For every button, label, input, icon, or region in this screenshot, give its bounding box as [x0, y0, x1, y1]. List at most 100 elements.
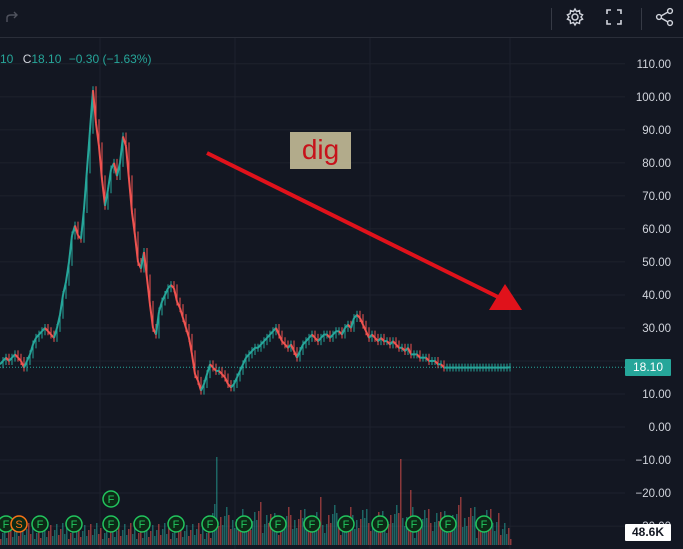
price-tick-label: 0.00	[649, 422, 671, 434]
candle-body	[35, 333, 40, 339]
volume-bar	[132, 534, 134, 545]
fullscreen-button[interactable]	[603, 8, 625, 30]
price-tick-label: 110.00	[637, 59, 671, 71]
candle-body	[362, 324, 367, 332]
volume-bar	[156, 530, 158, 545]
candle-body	[80, 208, 85, 239]
volume-bar	[76, 532, 78, 545]
event-marker-label: F	[309, 519, 316, 531]
volume-bar	[8, 532, 10, 545]
volume-bar	[488, 518, 490, 545]
volume-bar	[84, 525, 86, 545]
volume-bar	[48, 531, 50, 545]
event-marker	[65, 515, 83, 533]
ohlc-legend: 10 C18.10 −0.30 (−1.63%)	[0, 52, 151, 66]
annotation-text-box[interactable]: dig	[290, 132, 351, 169]
volume-bar	[234, 528, 236, 545]
redo-arrow-icon[interactable]	[4, 10, 20, 26]
price-axis: 110.00 100.00 90.00 80.00 70.00 60.00 50.00 40.…	[636, 59, 672, 533]
volume-bar	[118, 525, 120, 545]
candle-body	[101, 179, 106, 206]
candle-body	[146, 278, 151, 305]
volume-bar	[376, 521, 378, 545]
volume-bar	[322, 525, 324, 545]
volume-bar	[164, 523, 166, 545]
volume-bar	[354, 529, 356, 545]
volume-bar	[112, 526, 114, 545]
volume-bar	[272, 522, 274, 545]
volume-bar	[414, 538, 416, 545]
volume-bar	[22, 524, 24, 545]
volume-bar	[136, 539, 138, 545]
arrow-shaft	[206, 151, 501, 300]
price-chart[interactable]: 110.00100.0090.0080.0070.0060.0050.0040.…	[0, 38, 683, 549]
toolbar-divider	[551, 8, 552, 30]
price-tick-label: 90.00	[642, 125, 671, 137]
volume-bar	[328, 515, 330, 545]
volume-bar	[168, 528, 170, 545]
volume-bar	[232, 520, 234, 545]
price-series	[0, 86, 511, 395]
volume-bar	[330, 523, 332, 545]
volume-bar	[384, 525, 386, 545]
event-marker-label: F	[37, 519, 44, 531]
volume-bar	[32, 528, 34, 545]
volume-bar	[496, 522, 498, 545]
volume-bar	[114, 537, 116, 545]
chart-area[interactable]: 110.00 100.00 90.00 80.00 70.00 60.00 50.00 40.…	[0, 38, 683, 549]
volume-bar	[442, 520, 444, 545]
candle-body	[365, 330, 370, 339]
volume-bar	[286, 516, 288, 545]
annotation-arrow[interactable]	[206, 151, 522, 310]
volume-bar	[370, 531, 372, 545]
candle-body	[203, 373, 208, 385]
volume-bar	[502, 529, 504, 545]
volume-bar	[398, 513, 400, 545]
price-tick-label: 30.00	[642, 323, 671, 335]
volume-bar	[300, 510, 302, 545]
candle-body	[218, 370, 223, 375]
volume-bar	[318, 520, 320, 545]
candle-body	[32, 337, 37, 345]
event-marker	[133, 515, 151, 533]
event-marker-label: F	[445, 519, 452, 531]
event-marker	[235, 515, 253, 533]
settings-button[interactable]	[564, 7, 586, 30]
candle-body	[236, 370, 241, 378]
candle-body	[425, 357, 430, 362]
share-button[interactable]	[654, 7, 676, 30]
candle-body	[260, 340, 265, 346]
volume-bar	[166, 534, 168, 545]
volume-bar	[408, 525, 410, 545]
volume-bar	[468, 517, 470, 545]
volume-bar	[160, 535, 162, 545]
volume-bar	[54, 530, 56, 545]
volume-bar	[224, 516, 226, 545]
volume-bar	[386, 533, 388, 545]
event-marker-label: F	[207, 519, 214, 531]
volume-bar	[210, 538, 212, 545]
candle-body	[92, 90, 97, 124]
candle-body	[416, 353, 421, 359]
candle-body	[125, 146, 130, 180]
volume-bar	[406, 517, 408, 545]
price-tick-label: 80.00	[642, 158, 671, 170]
volume-bar	[46, 537, 48, 545]
volume-bar	[292, 529, 294, 545]
candle-body	[341, 327, 346, 335]
volume-bar	[182, 537, 184, 545]
fullscreen-icon	[605, 8, 623, 31]
volume-bar	[174, 527, 176, 545]
volume-bar	[184, 531, 186, 545]
event-marker	[10, 515, 28, 533]
candle-body	[197, 380, 202, 391]
candle-body	[29, 344, 34, 355]
candle-body	[44, 327, 49, 332]
volume-bar	[296, 528, 298, 545]
volume-bar	[462, 527, 464, 545]
candle-body	[158, 301, 163, 312]
volume-bar	[60, 529, 62, 545]
event-marker-label: F	[241, 519, 248, 531]
volume-bar	[108, 538, 110, 545]
event-marker-label: F	[108, 494, 115, 506]
